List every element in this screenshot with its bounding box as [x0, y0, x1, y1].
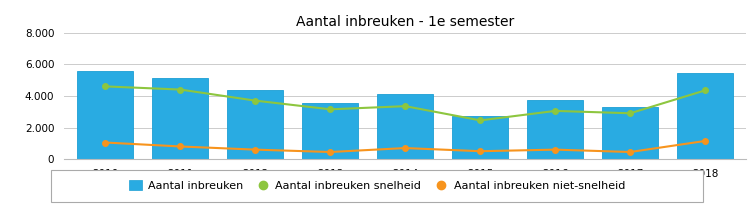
Bar	[452, 116, 508, 159]
Bar	[77, 71, 133, 159]
Bar	[377, 93, 434, 159]
FancyBboxPatch shape	[51, 170, 703, 202]
Bar	[227, 90, 284, 159]
Bar	[302, 103, 358, 159]
Legend: Aantal inbreuken, Aantal inbreuken snelheid, Aantal inbreuken niet-snelheid: Aantal inbreuken, Aantal inbreuken snelh…	[124, 176, 630, 195]
Title: Aantal inbreuken - 1e semester: Aantal inbreuken - 1e semester	[296, 15, 514, 29]
Bar	[602, 107, 658, 159]
Bar	[152, 78, 208, 159]
Bar	[677, 73, 734, 159]
Bar	[527, 100, 584, 159]
